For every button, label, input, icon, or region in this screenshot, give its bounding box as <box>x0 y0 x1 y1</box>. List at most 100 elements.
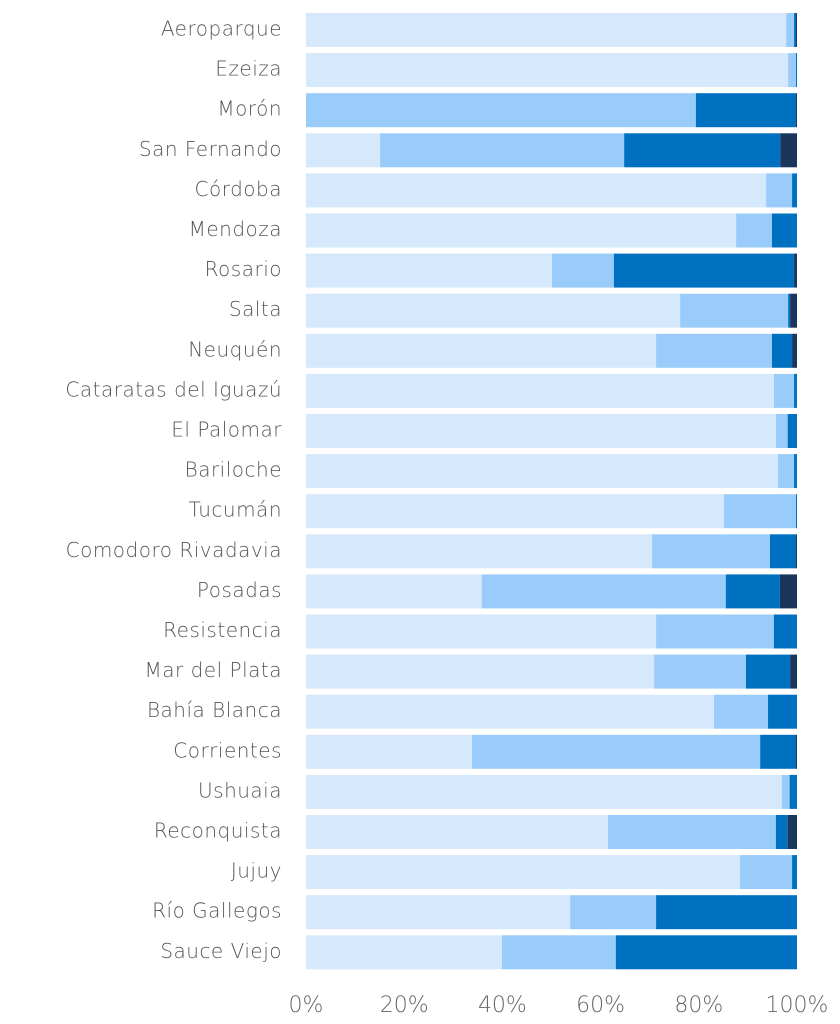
bar-segment <box>796 534 797 569</box>
bar-segment <box>306 694 715 729</box>
x-tick-label: 0% <box>289 993 324 1018</box>
bar-segment <box>771 213 797 248</box>
bar-segment <box>306 373 774 408</box>
category-label: Tucumán <box>189 498 282 522</box>
bar-segment <box>570 895 657 930</box>
bar-segment <box>796 494 797 529</box>
bar-segment <box>787 414 797 448</box>
bar-segment <box>656 895 797 930</box>
bar-segment <box>773 614 797 649</box>
bar-segment <box>771 333 793 368</box>
bar-segment <box>551 253 614 288</box>
category-label: Reconquista <box>154 819 282 843</box>
bar-segment <box>794 253 797 288</box>
bar-segment <box>481 574 726 609</box>
bar-segment <box>773 373 795 408</box>
bar-segment <box>306 494 724 529</box>
category-label: Salta <box>229 297 282 321</box>
bar-segment <box>306 253 552 288</box>
category-label: San Fernando <box>139 137 282 161</box>
bar-segment <box>788 53 797 88</box>
bar-segment <box>306 53 789 88</box>
category-label: Aeroparque <box>161 17 282 41</box>
category-label: Cataratas del Iguazú <box>65 377 282 401</box>
bar-segment <box>380 133 625 168</box>
bar-segment <box>306 333 657 368</box>
bar-segment <box>624 133 781 168</box>
bar-segment <box>768 694 797 729</box>
bar-segment <box>306 414 776 448</box>
category-label: El Palomar <box>171 418 282 442</box>
category-label: Neuquén <box>188 337 282 361</box>
bar-segment <box>306 454 778 489</box>
bar-segment <box>607 815 776 849</box>
bar-segment <box>775 414 788 448</box>
bar-segment <box>306 93 696 128</box>
bar-segment <box>794 454 797 489</box>
bar-segment <box>796 13 797 47</box>
bar-segment <box>792 333 797 368</box>
bar-segment <box>654 654 746 689</box>
bar-segment <box>790 293 797 328</box>
bar-segment <box>306 774 782 809</box>
bar-segment <box>306 895 571 930</box>
category-label: Rosario <box>205 257 282 281</box>
bar-segment <box>736 213 772 248</box>
bar-segment <box>792 173 797 208</box>
x-tick-label: 100% <box>766 993 829 1018</box>
bar-segment <box>796 734 797 769</box>
bar-segment <box>306 534 653 569</box>
bar-segment <box>695 93 797 128</box>
bar-segment <box>652 534 770 569</box>
bar-segment <box>306 293 681 328</box>
category-label: Mar del Plata <box>145 658 282 682</box>
bar-segment <box>781 774 790 809</box>
bar-segment <box>306 935 502 970</box>
bar-segment <box>769 534 797 569</box>
category-label: Resistencia <box>163 618 282 642</box>
bar-segment <box>787 815 797 849</box>
bar-segment <box>306 13 787 47</box>
bar-segment <box>656 614 774 649</box>
bar-segment <box>766 173 793 208</box>
category-label: Morón <box>217 97 282 121</box>
bar-segment <box>796 53 797 88</box>
bar-segment <box>306 734 472 769</box>
bar-segment <box>788 293 791 328</box>
bar-segment <box>777 454 795 489</box>
category-label: Ushuaia <box>198 778 282 802</box>
bar-segment <box>780 133 797 168</box>
bar-segment <box>723 494 797 529</box>
bar-segment <box>775 815 788 849</box>
bar-segment <box>615 935 797 970</box>
bar-segment <box>656 333 772 368</box>
bar-segment <box>613 253 795 288</box>
x-tick-label: 80% <box>674 993 723 1018</box>
bar-segment <box>306 213 737 248</box>
bar-segment <box>740 855 793 890</box>
bar-segment <box>796 93 797 128</box>
category-label: Mendoza <box>189 217 282 241</box>
bar-segment <box>306 133 381 168</box>
bar-segment <box>790 654 797 689</box>
bar-segment <box>306 855 741 890</box>
x-tick-label: 40% <box>478 993 527 1018</box>
bar-segment <box>794 13 797 47</box>
bar-segment <box>714 694 769 729</box>
category-label: Ezeiza <box>215 57 282 81</box>
bar-segment <box>306 614 657 649</box>
bar-segment <box>745 654 791 689</box>
category-label: Córdoba <box>195 177 282 201</box>
bar-segment <box>306 173 767 208</box>
category-label: Bahía Blanca <box>147 698 282 722</box>
category-label: Río Gallegos <box>152 899 282 923</box>
bar-segment <box>760 734 797 769</box>
category-label: Corrientes <box>173 738 282 762</box>
bar-segment <box>306 574 482 609</box>
bar-segment <box>794 373 797 408</box>
bar-segment <box>725 574 780 609</box>
bar-segment <box>792 855 797 890</box>
category-label: Bariloche <box>185 458 282 482</box>
category-label: Jujuy <box>231 859 282 883</box>
